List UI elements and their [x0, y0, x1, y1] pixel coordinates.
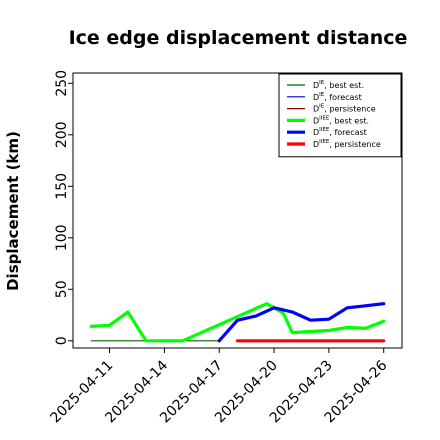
- plot-frame: [72, 72, 403, 349]
- legend-entry-label: DIIEE, best est.: [313, 115, 369, 125]
- y-tick-label: 50: [54, 280, 70, 298]
- y-tick-label: 150: [54, 173, 70, 200]
- y-tick-label: 100: [54, 224, 70, 251]
- y-axis-label: Displacement (km): [4, 131, 22, 291]
- legend-entry-label: DIE, persistence: [313, 104, 376, 114]
- y-tick-label: 250: [54, 70, 70, 97]
- series-line-4: [217, 302, 386, 343]
- legend-entry-label: DIE, forecast: [313, 92, 362, 102]
- legend-entry-label: DIIEE, persistence: [313, 139, 381, 149]
- legend: DIE, best est. DIE, forecast DIE, persiste…: [278, 73, 402, 158]
- plot-area: [89, 302, 386, 343]
- chart-title: Ice edge displacement distance: [69, 27, 408, 49]
- y-tick-label: 200: [54, 121, 70, 148]
- y-tick-label: 0: [54, 336, 70, 345]
- legend-entry-label: DIIEE, forecast: [313, 127, 367, 137]
- legend-entry-label: DIE, best est.: [313, 80, 364, 90]
